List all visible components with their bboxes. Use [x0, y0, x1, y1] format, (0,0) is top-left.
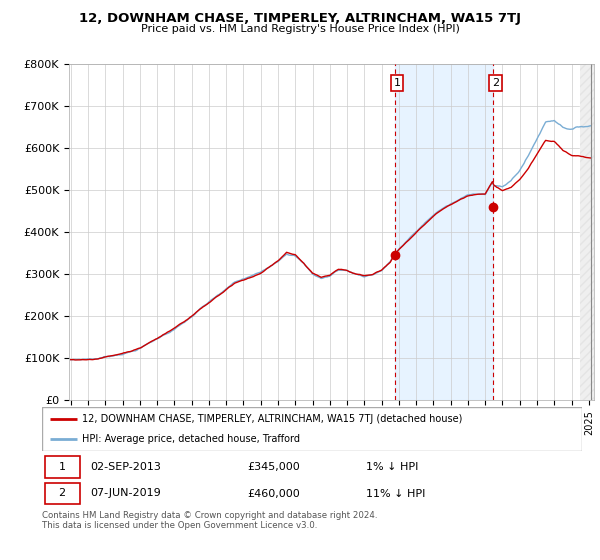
Text: 07-JUN-2019: 07-JUN-2019 [91, 488, 161, 498]
Text: 2: 2 [58, 488, 65, 498]
Text: £345,000: £345,000 [247, 462, 300, 472]
Bar [395, 64, 493, 400]
Text: 2: 2 [492, 78, 499, 88]
Text: £460,000: £460,000 [247, 488, 300, 498]
Bar [45, 483, 80, 504]
Text: HPI: Average price, detached house, Trafford: HPI: Average price, detached house, Traf… [83, 434, 301, 444]
Text: Contains HM Land Registry data © Crown copyright and database right 2024.
This d: Contains HM Land Registry data © Crown c… [42, 511, 377, 530]
Text: 02-SEP-2013: 02-SEP-2013 [91, 462, 161, 472]
Text: 11% ↓ HPI: 11% ↓ HPI [366, 488, 425, 498]
Text: 12, DOWNHAM CHASE, TIMPERLEY, ALTRINCHAM, WA15 7TJ (detached house): 12, DOWNHAM CHASE, TIMPERLEY, ALTRINCHAM… [83, 414, 463, 424]
Text: Price paid vs. HM Land Registry's House Price Index (HPI): Price paid vs. HM Land Registry's House … [140, 24, 460, 34]
Bar [580, 64, 594, 400]
Text: 1% ↓ HPI: 1% ↓ HPI [366, 462, 418, 472]
Text: 1: 1 [394, 78, 401, 88]
Bar [45, 456, 80, 478]
Bar [580, 64, 594, 400]
Text: 12, DOWNHAM CHASE, TIMPERLEY, ALTRINCHAM, WA15 7TJ: 12, DOWNHAM CHASE, TIMPERLEY, ALTRINCHAM… [79, 12, 521, 25]
Text: 1: 1 [58, 462, 65, 472]
